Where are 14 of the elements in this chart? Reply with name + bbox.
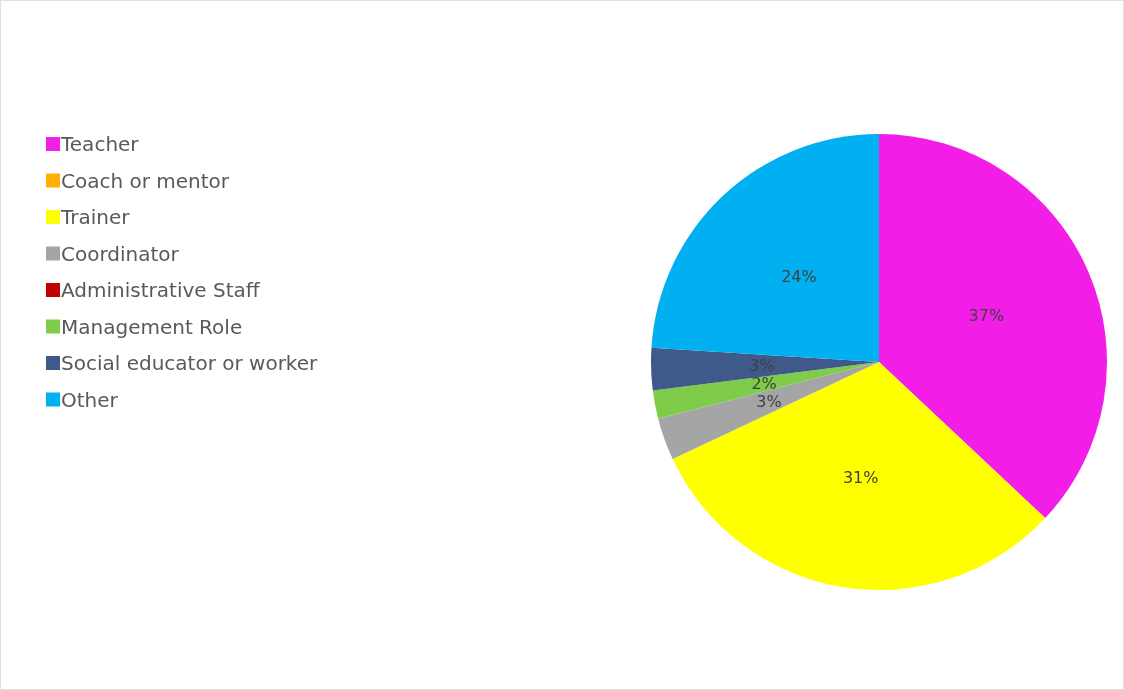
legend-label: Administrative Staff	[61, 278, 261, 302]
legend-label: Management Role	[61, 314, 243, 339]
legend-label: Coach or mentor	[61, 168, 230, 193]
data-label: 2%	[751, 374, 777, 394]
legend-label: Trainer	[60, 205, 131, 229]
data-label: 24%	[781, 267, 817, 287]
data-label: 3%	[756, 392, 782, 412]
legend-label: Coordinator	[61, 241, 180, 266]
data-label: 31%	[842, 468, 879, 488]
data-label: 37%	[968, 306, 1005, 326]
legend-label: Social educator or worker	[61, 351, 319, 375]
data-label: 3%	[749, 356, 775, 376]
legend-label: Other	[61, 387, 119, 412]
legend-label: Teacher	[60, 132, 140, 156]
